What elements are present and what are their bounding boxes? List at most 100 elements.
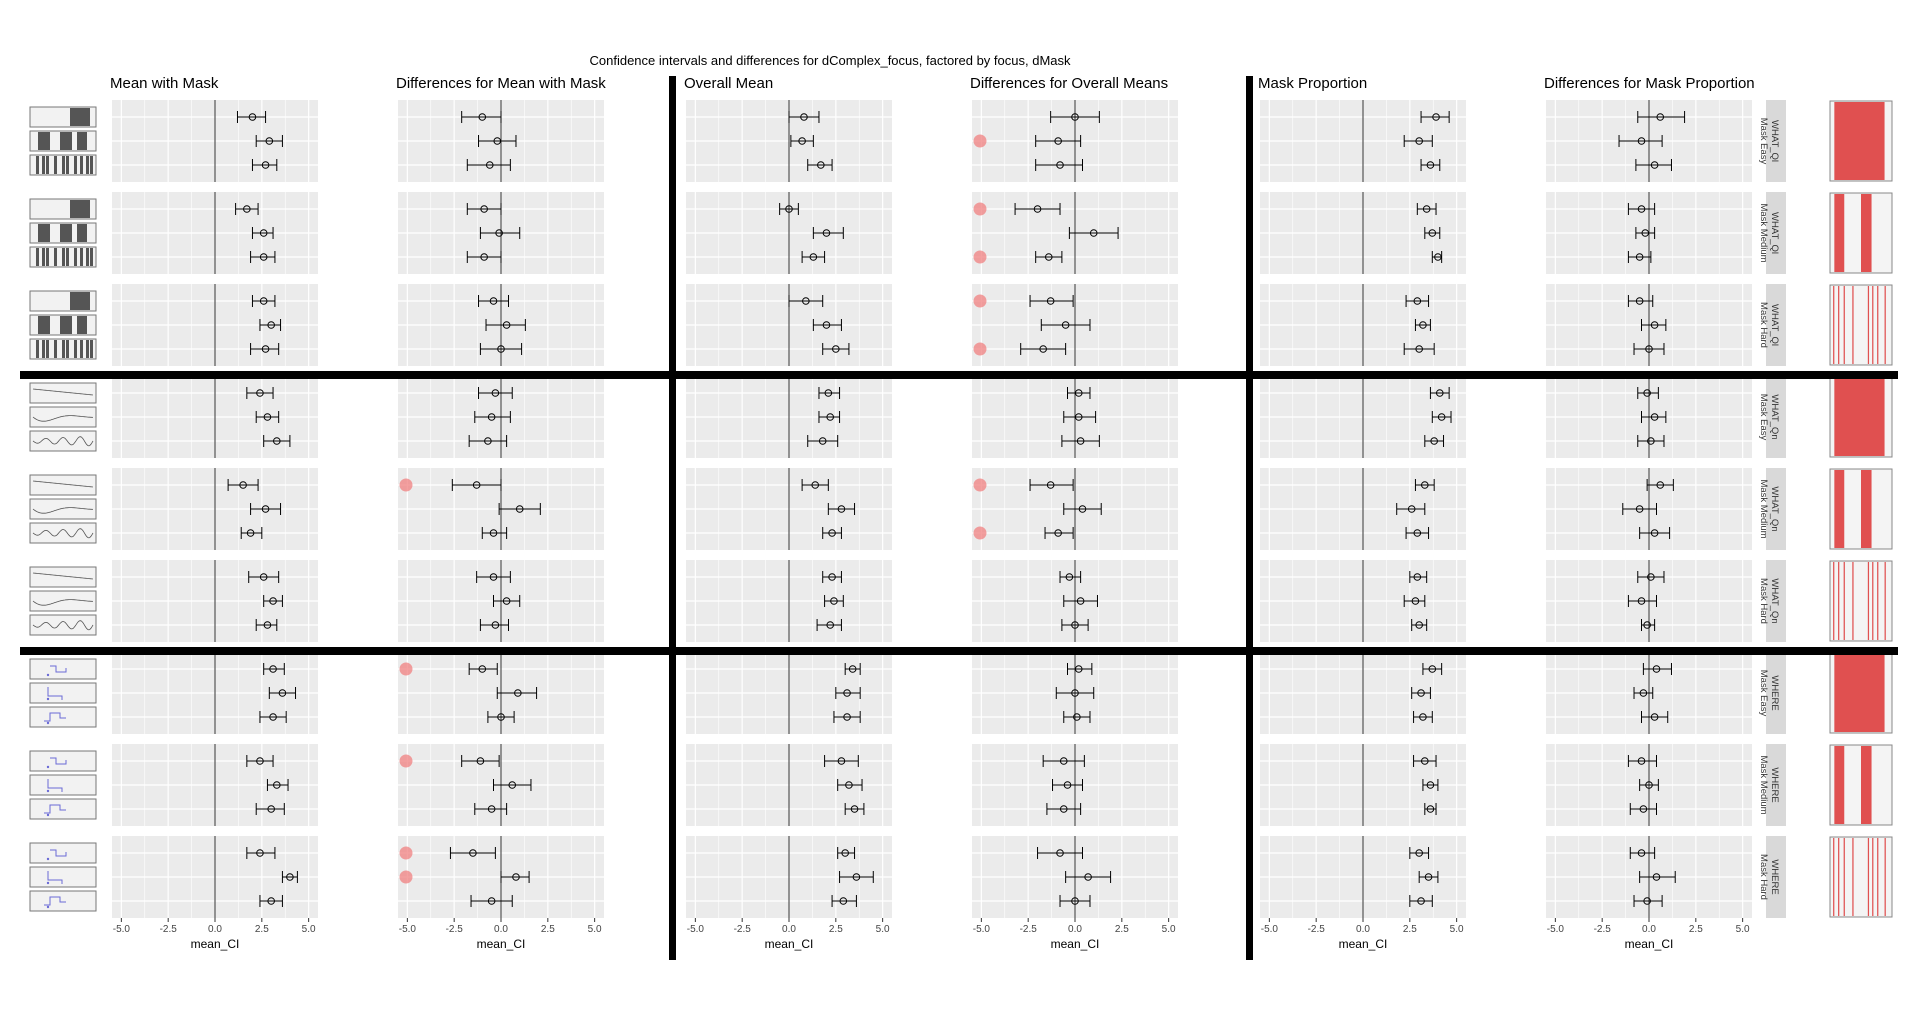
mean-point bbox=[830, 597, 838, 605]
facet-strip-label: WHAT_QlMask Medium bbox=[1758, 203, 1780, 262]
vertical-divider bbox=[669, 76, 676, 960]
thumb-bar bbox=[77, 132, 87, 150]
facet-strip bbox=[1766, 560, 1786, 642]
mean-point bbox=[259, 573, 268, 581]
mean-point bbox=[1645, 781, 1653, 789]
mean-point bbox=[1054, 137, 1062, 145]
thumb-path-dot bbox=[46, 857, 50, 861]
thumb-bar bbox=[54, 156, 57, 174]
mean-point bbox=[1650, 161, 1659, 169]
mean-point bbox=[1645, 345, 1653, 353]
thumb-bar bbox=[38, 224, 50, 242]
thumb-bar bbox=[70, 108, 90, 126]
x-axis-label: mean_CI bbox=[1339, 937, 1388, 951]
x-tick-label: -5.0 bbox=[1261, 924, 1279, 935]
mean-point bbox=[1065, 573, 1074, 581]
mean-point bbox=[811, 481, 820, 489]
mean-point bbox=[1639, 805, 1648, 813]
mean-point bbox=[478, 665, 487, 673]
mean-point bbox=[259, 253, 268, 261]
chart-marks bbox=[227, 111, 1686, 907]
mask-segment bbox=[1838, 562, 1840, 640]
thumb-bar bbox=[38, 132, 50, 150]
mean-point bbox=[1637, 757, 1646, 765]
x-tick-label: 2.5 bbox=[1403, 924, 1417, 935]
significance-marker bbox=[399, 754, 413, 768]
mask-segment bbox=[1867, 562, 1870, 640]
mean-point bbox=[822, 229, 831, 237]
mean-point bbox=[1046, 481, 1055, 489]
stimulus-thumbnail bbox=[29, 658, 97, 680]
mean-point bbox=[484, 437, 492, 445]
thumb-bar bbox=[46, 248, 49, 266]
mask-segment bbox=[1834, 470, 1845, 548]
x-tick-label: -5.0 bbox=[973, 924, 991, 935]
mean-point bbox=[273, 437, 281, 445]
x-tick-label: -2.5 bbox=[734, 924, 752, 935]
mean-point bbox=[1074, 389, 1083, 397]
column-title: Mask Proportion bbox=[1258, 75, 1367, 92]
mean-point bbox=[1417, 897, 1425, 905]
mean-point bbox=[487, 897, 496, 905]
mean-point bbox=[1074, 665, 1083, 673]
thumb-bar bbox=[62, 248, 65, 266]
mean-point bbox=[832, 345, 840, 353]
mean-point bbox=[1428, 229, 1437, 237]
thumb-bar bbox=[36, 340, 39, 358]
mean-point bbox=[278, 689, 287, 697]
mask-segment bbox=[1852, 838, 1854, 916]
mean-point bbox=[256, 849, 264, 857]
mean-point bbox=[502, 597, 511, 605]
thumb-wave bbox=[32, 528, 94, 539]
mean-point bbox=[497, 345, 505, 353]
mean-point bbox=[1656, 113, 1665, 121]
x-axes: Mean with Mask Differences for Mean with … bbox=[110, 75, 1755, 951]
mean-point bbox=[1422, 205, 1431, 213]
mask-label: Mask Medium bbox=[1758, 203, 1769, 262]
thumb-bar bbox=[66, 340, 69, 358]
facet-strip bbox=[1766, 836, 1786, 918]
mean-point bbox=[269, 713, 277, 721]
mask-segment bbox=[1834, 194, 1845, 272]
mean-point bbox=[1643, 897, 1651, 905]
thumb-path-dot bbox=[46, 765, 50, 769]
mean-point bbox=[1647, 573, 1655, 581]
mask-label: Mask Easy bbox=[1758, 670, 1769, 717]
mean-point bbox=[286, 873, 294, 881]
mean-point bbox=[1637, 205, 1646, 213]
thumb-wave bbox=[32, 620, 94, 631]
mean-point bbox=[1637, 137, 1646, 145]
x-tick-label: -2.5 bbox=[160, 924, 178, 935]
mean-point bbox=[1046, 297, 1055, 305]
mask-proportion-box bbox=[1829, 284, 1893, 366]
significance-marker bbox=[399, 662, 413, 676]
mean-point bbox=[246, 529, 255, 537]
facet-strip bbox=[1766, 284, 1786, 366]
mask-segment bbox=[1872, 562, 1874, 640]
facet-strip-label: WHAT_QnMask Easy bbox=[1758, 394, 1780, 441]
x-tick-label: 2.5 bbox=[541, 924, 555, 935]
thumb-path-dot bbox=[46, 673, 50, 677]
mean-point bbox=[817, 161, 825, 169]
thumb-bar bbox=[38, 316, 50, 334]
thumb-bar bbox=[70, 292, 90, 310]
focus-label: WHAT_Ql bbox=[1769, 120, 1780, 162]
mean-point bbox=[1059, 757, 1068, 765]
x-tick-label: 0.0 bbox=[208, 924, 222, 935]
x-tick-label: 2.5 bbox=[1115, 924, 1129, 935]
mean-point bbox=[259, 229, 268, 237]
thumb-bar bbox=[54, 340, 57, 358]
mask-segment bbox=[1867, 286, 1870, 364]
mean-point bbox=[508, 781, 517, 789]
thumb-bar bbox=[36, 248, 39, 266]
facet-strip bbox=[1766, 192, 1786, 274]
mask-segment bbox=[1861, 746, 1872, 824]
mean-point bbox=[497, 713, 505, 721]
mean-point bbox=[1637, 849, 1646, 857]
mean-point bbox=[1428, 665, 1437, 673]
x-axis-label: mean_CI bbox=[1051, 937, 1100, 951]
mean-point bbox=[1437, 413, 1446, 421]
mean-point bbox=[1407, 505, 1416, 513]
thumb-bar bbox=[90, 156, 93, 174]
mean-point bbox=[1071, 621, 1079, 629]
